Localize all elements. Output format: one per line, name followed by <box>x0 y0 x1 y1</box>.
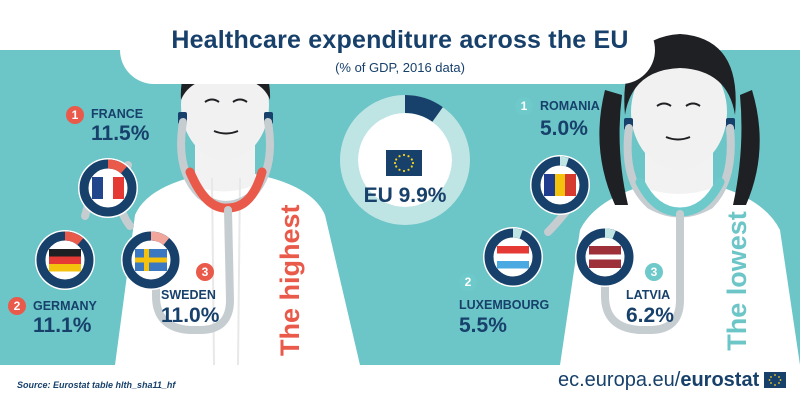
rank-badge-latvia: 3 <box>645 263 663 281</box>
donut-france <box>78 158 138 218</box>
lowest-label: The lowest <box>722 211 752 351</box>
eu-stars <box>393 153 415 173</box>
highest-label: The highest <box>275 204 305 356</box>
rank-badge-luxembourg: 2 <box>459 273 477 291</box>
country-name-germany: GERMANY <box>33 299 97 313</box>
eurostat-flag-icon <box>764 372 786 388</box>
donut-latvia <box>575 227 635 287</box>
flag-sweden-icon <box>135 249 167 271</box>
donut-romania <box>530 155 590 215</box>
country-name-sweden: SWEDEN <box>161 288 216 302</box>
country-value-germany: 11.1% <box>33 314 92 337</box>
country-value-latvia: 6.2% <box>626 304 674 327</box>
donut-germany <box>35 230 95 290</box>
rank-badge-sweden: 3 <box>196 263 214 281</box>
country-value-france: 11.5% <box>91 122 150 145</box>
brand-url: ec.europa.eu/ <box>558 369 681 391</box>
flag-romania-icon <box>544 174 576 196</box>
flag-germany-icon <box>49 249 81 272</box>
eu-donut <box>340 95 470 225</box>
title-pill <box>120 16 655 84</box>
country-value-luxembourg: 5.5% <box>459 314 507 337</box>
flag-france-icon <box>92 177 124 199</box>
eu-flag-icon <box>386 150 422 176</box>
rank-badge-france: 1 <box>66 106 84 124</box>
donut-luxembourg <box>483 227 543 287</box>
donut-sweden <box>121 230 181 290</box>
country-name-latvia: LATVIA <box>626 288 671 302</box>
country-value-sweden: 11.0% <box>161 304 220 327</box>
brand-name: eurostat <box>680 369 760 391</box>
page-subtitle: (% of GDP, 2016 data) <box>335 60 465 75</box>
country-name-luxembourg: LUXEMBOURG <box>459 298 550 312</box>
source-note: Source: Eurostat table hlth_sha11_hf <box>17 380 176 390</box>
flag-luxembourg-icon <box>497 246 529 269</box>
eurostat-brand[interactable]: ec.europa.eu/eurostat <box>558 369 759 392</box>
page-title: Healthcare expenditure across the EU <box>171 26 629 54</box>
footer-strip <box>0 365 800 400</box>
country-value-romania: 5.0% <box>540 117 588 140</box>
country-name-france: FRANCE <box>91 107 144 121</box>
flag-latvia-icon <box>589 246 621 268</box>
country-name-romania: ROMANIA <box>540 99 600 113</box>
rank-badge-germany: 2 <box>8 297 26 315</box>
eu-average-label: EU 9.9% <box>363 184 447 207</box>
rank-badge-romania: 1 <box>515 97 533 115</box>
